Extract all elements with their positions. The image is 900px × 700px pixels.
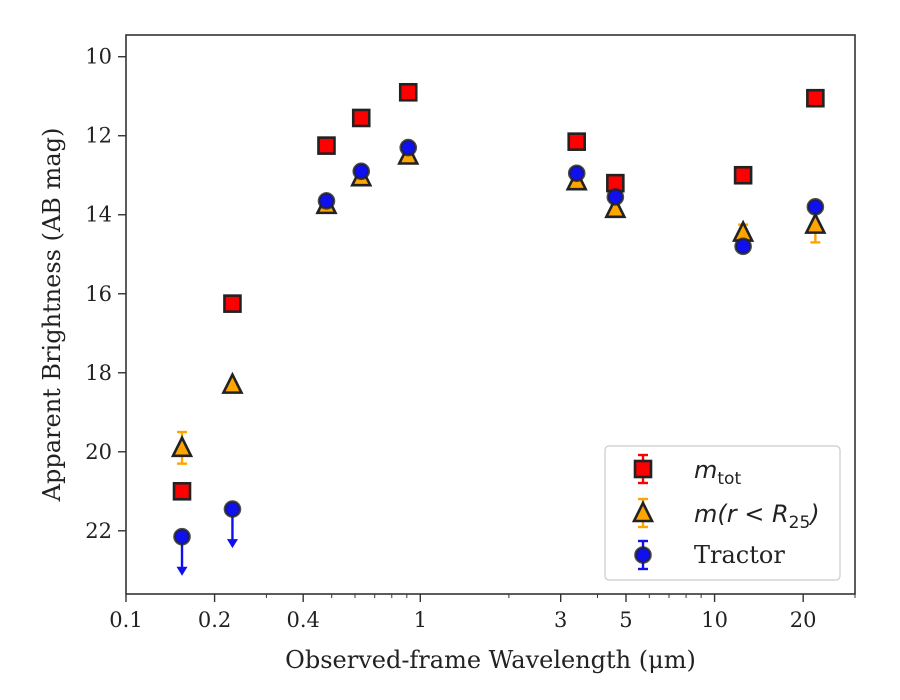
point-tractor bbox=[173, 527, 191, 546]
x-tick-label: 1 bbox=[414, 608, 427, 632]
y-tick-label: 22 bbox=[85, 519, 112, 543]
point-mtot bbox=[351, 108, 371, 128]
x-axis-label: Observed-frame Wavelength (μm) bbox=[285, 646, 696, 674]
point-tractor bbox=[567, 164, 586, 183]
series-mtot bbox=[172, 82, 825, 501]
x-tick-label: 10 bbox=[701, 608, 728, 632]
legend-label-tractor: Tractor bbox=[694, 541, 785, 569]
legend-label-mr: m(r < R25) bbox=[694, 500, 820, 533]
series-tractor bbox=[173, 138, 825, 576]
legend-marker-tractor bbox=[634, 546, 652, 564]
point-mr bbox=[221, 371, 244, 394]
y-tick-label: 10 bbox=[85, 45, 112, 69]
y-tick-label: 18 bbox=[85, 361, 112, 385]
point-mtot bbox=[172, 481, 192, 501]
legend-mr-end: ) bbox=[808, 500, 819, 528]
point-mr bbox=[604, 195, 627, 219]
legend-mr-main: m(r < R bbox=[694, 500, 789, 528]
point-mr bbox=[804, 211, 827, 234]
point-tractor bbox=[399, 138, 418, 157]
upper-limit-arrow-head bbox=[176, 566, 188, 576]
y-tick-label: 20 bbox=[85, 440, 112, 464]
point-mtot bbox=[317, 136, 336, 155]
point-mtot bbox=[733, 165, 753, 185]
plot-frame bbox=[125, 34, 856, 595]
point-tractor bbox=[352, 162, 371, 181]
x-tick-label: 0.2 bbox=[198, 608, 231, 632]
point-mtot bbox=[806, 88, 825, 108]
point-tractor bbox=[734, 237, 752, 256]
legend-marker-mr bbox=[631, 500, 655, 523]
x-tick-label: 20 bbox=[790, 608, 817, 632]
point-tractor bbox=[223, 500, 242, 518]
legend-marker-mtot bbox=[633, 459, 653, 479]
y-tick-label: 14 bbox=[85, 203, 112, 227]
point-mtot bbox=[567, 132, 587, 151]
y-tick-label: 16 bbox=[85, 282, 112, 306]
upper-limit-arrow-head bbox=[226, 539, 238, 549]
legend-markers bbox=[631, 453, 655, 571]
point-mtot bbox=[398, 82, 418, 102]
marks-layer bbox=[170, 82, 827, 576]
y-axis-label: Apparent Brightness (AB mag) bbox=[38, 128, 66, 503]
ticks-layer: 0.1 0.2 0.4 1 3 5 10 20 10 12 14 16 18 20 22 bbox=[85, 45, 856, 632]
x-tick-label: 0.1 bbox=[109, 608, 142, 632]
x-tick-label: 3 bbox=[554, 608, 567, 632]
x-tick-label: 0.4 bbox=[286, 608, 319, 632]
legend-frame bbox=[604, 445, 841, 581]
point-mtot bbox=[223, 294, 242, 313]
point-tractor bbox=[606, 188, 625, 206]
legend-mr-sub: 25 bbox=[789, 513, 811, 533]
x-tick-label: 5 bbox=[619, 608, 632, 632]
point-tractor bbox=[317, 192, 336, 210]
point-tractor bbox=[806, 198, 825, 216]
legend-label-mtot: mtot bbox=[694, 456, 741, 489]
y-tick-label: 12 bbox=[85, 124, 112, 148]
legend: mtot m(r < R25) Tractor bbox=[604, 445, 841, 581]
point-mr bbox=[170, 434, 194, 458]
legend-mtot-sub: tot bbox=[717, 469, 741, 489]
legend-mtot-main: m bbox=[694, 456, 717, 484]
